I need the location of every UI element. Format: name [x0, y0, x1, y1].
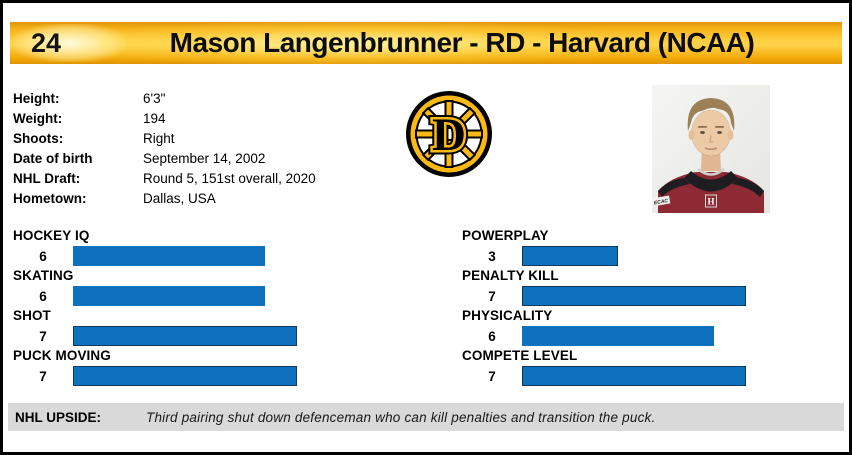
player-headshot-image: H ECAC — [651, 85, 770, 213]
info-value: Dallas, USA — [143, 190, 216, 206]
info-value: Round 5, 151st overall, 2020 — [143, 170, 316, 186]
rating-hockey-iq: HOCKEY IQ 6 — [13, 228, 405, 268]
info-row-shoots: Shoots: Right — [13, 128, 316, 148]
rating-bar — [522, 366, 746, 386]
rating-penalty-kill: PENALTY KILL 7 — [462, 268, 847, 308]
header-bar: 24 Mason Langenbrunner - RD - Harvard (N… — [10, 22, 842, 64]
rating-value: 7 — [39, 368, 47, 384]
rating-bar — [73, 286, 265, 306]
info-label: Hometown: — [13, 190, 87, 206]
ratings-column-left: HOCKEY IQ 6 SKATING 6 SHOT 7 PUCK MOVING… — [13, 228, 405, 388]
rating-powerplay: POWERPLAY 3 — [462, 228, 847, 268]
svg-text:D: D — [432, 109, 466, 161]
rating-compete-level: COMPETE LEVEL 7 — [462, 348, 847, 388]
rating-label: SHOT — [13, 308, 51, 323]
rating-value: 7 — [488, 288, 496, 304]
info-value: 194 — [143, 110, 166, 126]
page-title: Mason Langenbrunner - RD - Harvard (NCAA… — [169, 27, 755, 58]
info-label: NHL Draft: — [13, 170, 81, 186]
player-info-table: Height: 6'3" Weight: 194 Shoots: Right D… — [13, 88, 316, 208]
rating-label: PUCK MOVING — [13, 348, 111, 363]
ratings-column-right: POWERPLAY 3 PENALTY KILL 7 PHYSICALITY 6… — [462, 228, 847, 388]
rating-label: HOCKEY IQ — [13, 228, 90, 243]
info-row-draft: NHL Draft: Round 5, 151st overall, 2020 — [13, 168, 316, 188]
svg-text:ECAC: ECAC — [654, 198, 669, 206]
rating-bar — [522, 286, 746, 306]
rating-value: 7 — [39, 328, 47, 344]
rating-skating: SKATING 6 — [13, 268, 405, 308]
rating-label: SKATING — [13, 268, 74, 283]
rating-value: 6 — [39, 248, 47, 264]
rating-shot: SHOT 7 — [13, 308, 405, 348]
svg-text:D: D — [432, 109, 466, 161]
jersey-number: 24 — [30, 27, 62, 58]
info-value: 6'3" — [143, 90, 166, 106]
info-value: September 14, 2002 — [143, 150, 266, 166]
rating-label: POWERPLAY — [462, 228, 549, 243]
info-value: Right — [143, 130, 175, 146]
rating-value: 6 — [39, 288, 47, 304]
rating-label: COMPETE LEVEL — [462, 348, 578, 363]
rating-bar — [73, 326, 297, 346]
logo-spokes — [415, 100, 483, 168]
rating-value: 6 — [488, 328, 496, 344]
info-row-hometown: Hometown: Dallas, USA — [13, 188, 316, 208]
ecac-patch: ECAC — [651, 195, 671, 207]
info-label: Height: — [13, 90, 60, 106]
nhl-upside-label: NHL UPSIDE: — [15, 409, 102, 425]
nhl-upside-text: Third pairing shut down defenceman who c… — [146, 409, 656, 425]
rating-bar — [522, 326, 714, 346]
rating-label: PHYSICALITY — [462, 308, 553, 323]
info-row-weight: Weight: 194 — [13, 108, 316, 128]
rating-bar — [73, 366, 297, 386]
rating-physicality: PHYSICALITY 6 — [462, 308, 847, 348]
jersey-h-patch: H — [707, 197, 714, 207]
info-row-height: Height: 6'3" — [13, 88, 316, 108]
spoked-d-logo-icon: D D D — [406, 91, 492, 177]
team-logo-icon: D D D — [405, 90, 493, 178]
rating-bar — [73, 246, 265, 266]
player-photo: H ECAC — [651, 85, 770, 213]
info-row-birthdate: Date of birth September 14, 2002 — [13, 148, 316, 168]
svg-text:D: D — [432, 109, 466, 161]
rating-puck-moving: PUCK MOVING 7 — [13, 348, 405, 388]
info-label: Shoots: — [13, 130, 64, 146]
rating-value: 7 — [488, 368, 496, 384]
info-label: Date of birth — [13, 150, 93, 166]
logo-letter: D D D — [428, 105, 471, 166]
rating-label: PENALTY KILL — [462, 268, 559, 283]
info-label: Weight: — [13, 110, 63, 126]
rating-value: 3 — [488, 248, 496, 264]
rating-bar — [522, 246, 618, 266]
nhl-upside-bar: NHL UPSIDE: Third pairing shut down defe… — [8, 403, 844, 431]
